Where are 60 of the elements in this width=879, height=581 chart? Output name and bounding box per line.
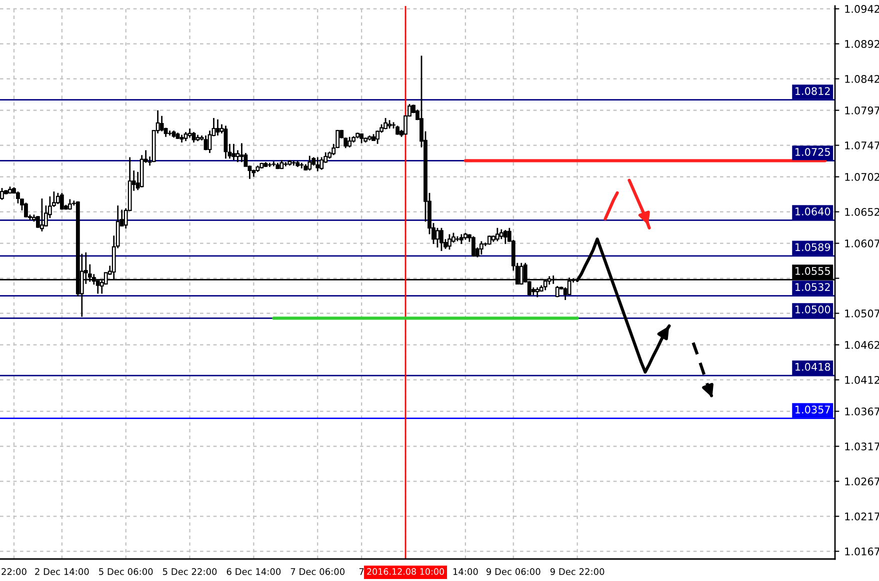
candlestick bbox=[535, 286, 540, 298]
candlestick bbox=[448, 234, 452, 250]
candlestick bbox=[40, 198, 44, 232]
ref-line-label: 1.0357 bbox=[796, 406, 830, 414]
x-tick-label: 6 Dec 14:00 bbox=[226, 568, 281, 576]
y-tick-label: 1.0462 bbox=[845, 341, 879, 349]
candlestick bbox=[479, 240, 484, 256]
candlestick bbox=[0, 187, 4, 201]
ref-line-label: 1.0500 bbox=[796, 306, 830, 314]
ref-line-label: 1.0589 bbox=[796, 243, 830, 252]
candlestick bbox=[24, 202, 28, 218]
candlestick bbox=[495, 227, 500, 242]
ref-line-label: 1.0555 bbox=[796, 267, 830, 275]
x-tick-label: 2 Dec 14:00 bbox=[35, 568, 89, 576]
x-tick-label: 9 Dec 06:00 bbox=[486, 568, 540, 576]
candlestick bbox=[471, 236, 476, 258]
candlestick bbox=[232, 143, 236, 161]
candlestick bbox=[204, 134, 208, 151]
x-tick-label: 5 Dec 22:00 bbox=[162, 568, 217, 576]
ref-line-label: 1.0418 bbox=[796, 362, 830, 371]
candlestick bbox=[192, 131, 196, 144]
x-tick-label: 14:00 bbox=[453, 568, 478, 576]
candlestick bbox=[16, 190, 20, 204]
y-tick-label: 1.0652 bbox=[845, 208, 879, 216]
candlestick bbox=[224, 125, 228, 160]
candlestick bbox=[160, 115, 164, 132]
candlestick bbox=[60, 192, 64, 210]
x-tick-label: 7 Dec 06:00 bbox=[290, 568, 345, 576]
candlestick bbox=[519, 262, 524, 286]
x-tick-label: 9 Dec 22:00 bbox=[550, 568, 604, 576]
candlestick bbox=[348, 136, 352, 148]
y-tick-label: 1.0842 bbox=[845, 75, 879, 83]
candlestick bbox=[184, 131, 188, 142]
candlestick bbox=[459, 234, 464, 245]
candlestick bbox=[240, 142, 244, 163]
ref-line-label: 1.0725 bbox=[796, 148, 830, 156]
y-tick-label: 1.0942 bbox=[845, 5, 879, 13]
candlestick bbox=[436, 227, 440, 248]
candlestick bbox=[396, 125, 400, 136]
candlestick bbox=[216, 118, 220, 136]
y-tick-label: 1.0702 bbox=[845, 173, 879, 181]
x-tick-label: 5 Dec 06:00 bbox=[99, 568, 153, 576]
x-tick-label: 7 bbox=[359, 568, 364, 575]
y-tick-label: 1.0892 bbox=[845, 40, 879, 48]
line-series bbox=[604, 191, 619, 220]
candlestick bbox=[503, 229, 508, 245]
ref-line-label: 1.0640 bbox=[796, 208, 830, 216]
ref-line-label: 1.0532 bbox=[796, 283, 830, 292]
y-tick-label: 1.0412 bbox=[845, 376, 879, 384]
candlestick bbox=[316, 156, 320, 172]
candlestick bbox=[208, 130, 212, 154]
ref-line-label: 1.0812 bbox=[796, 87, 830, 96]
candlestick bbox=[440, 227, 444, 252]
candlestick bbox=[499, 228, 504, 240]
candlestick bbox=[188, 128, 192, 138]
candlestick bbox=[320, 156, 324, 170]
x-tick-label: 22:00 bbox=[2, 568, 26, 576]
x-tick-label: 2016.12.08 10:00 bbox=[367, 568, 444, 575]
line-series bbox=[628, 178, 651, 230]
candlestick bbox=[308, 155, 312, 172]
